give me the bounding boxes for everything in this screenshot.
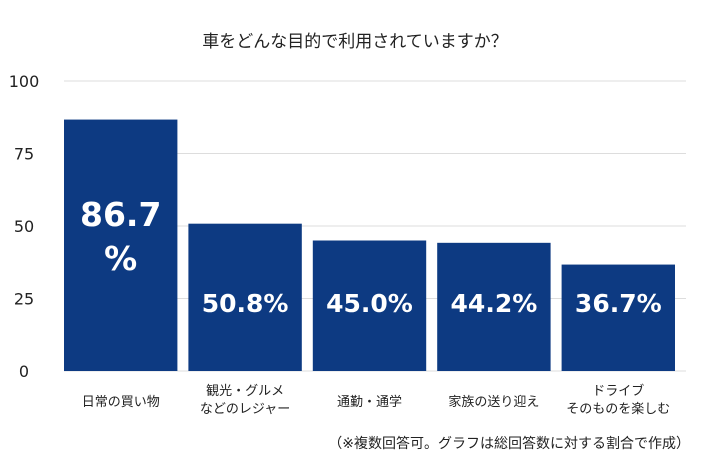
y-tick-label: 75 [14,145,34,164]
category-label: ドライブ [592,383,644,399]
data-label: % [104,239,137,278]
footnote: （※複数回答可。グラフは総回答数に対する割合で作成） [328,436,690,452]
chart-title: 車をどんな目的で利用されていますか？ [202,32,508,52]
data-label: 45.0% [326,289,413,318]
y-axis-ticks: 0 25 50 75 100 [9,72,40,381]
bar [64,119,178,371]
data-label: 36.7% [575,289,662,318]
category-label: などのレジャー [200,402,290,417]
y-tick-label: 25 [14,290,34,309]
category-label: そのものを楽しむ [566,401,670,417]
category-label: 日常の買い物 [82,395,160,410]
data-label: 86.7 [80,195,161,234]
bar [188,223,302,371]
y-tick-label: 50 [14,217,34,236]
bars [64,119,675,371]
bar [437,242,551,371]
bar [312,240,427,371]
data-label: 44.2% [451,289,538,318]
category-label: 家族の送り迎え [448,394,539,410]
y-tick-label: 0 [19,362,29,381]
bar [561,264,675,371]
data-label: 50.8% [202,289,289,318]
y-tick-label: 100 [9,72,40,91]
data-labels: 86.7% 50.8% 45.0% 44.2% 36.7% [80,195,662,318]
category-label: 通勤・通学 [337,394,402,410]
category-label: 観光・グルメ [206,384,284,399]
